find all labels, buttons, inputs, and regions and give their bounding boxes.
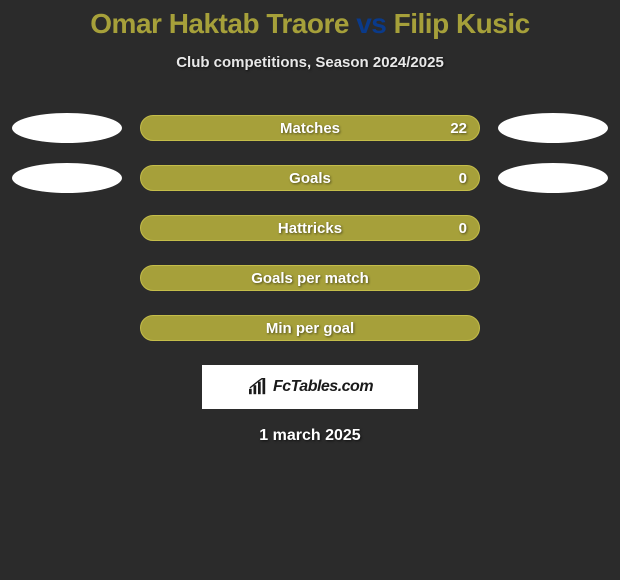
stat-bar: Goals 0 [140, 165, 480, 191]
stat-value: 0 [459, 220, 467, 237]
stat-label: Min per goal [266, 320, 354, 337]
stat-label: Goals per match [251, 270, 369, 287]
stat-bar: Matches 22 [140, 115, 480, 141]
left-ellipse [12, 163, 122, 193]
stat-row: Hattricks 0 [0, 213, 620, 243]
stat-bar: Min per goal [140, 315, 480, 341]
title-vs: vs [349, 8, 394, 39]
right-ellipse [498, 113, 608, 143]
brand-box: FcTables.com [202, 365, 418, 409]
stat-label: Goals [289, 170, 331, 187]
stat-row: Matches 22 [0, 113, 620, 143]
stat-label: Hattricks [278, 220, 342, 237]
stat-bar: Goals per match [140, 265, 480, 291]
title-left: Omar Haktab Traore [90, 8, 349, 39]
stat-rows: Matches 22 Goals 0 Hattricks 0 Goals per match… [0, 113, 620, 343]
title-right: Filip Kusic [394, 8, 530, 39]
right-ellipse [498, 163, 608, 193]
left-ellipse [12, 113, 122, 143]
subtitle: Club competitions, Season 2024/2025 [0, 54, 620, 71]
stat-bar: Hattricks 0 [140, 215, 480, 241]
stat-row: Min per goal [0, 313, 620, 343]
stat-value: 22 [450, 120, 467, 137]
brand-text: FcTables.com [273, 378, 373, 396]
stat-value: 0 [459, 170, 467, 187]
stat-label: Matches [280, 120, 340, 137]
page-title: Omar Haktab Traore vs Filip Kusic [0, 0, 620, 40]
date-text: 1 march 2025 [0, 427, 620, 445]
brand-chart-icon [247, 378, 269, 396]
stat-row: Goals per match [0, 263, 620, 293]
stat-row: Goals 0 [0, 163, 620, 193]
